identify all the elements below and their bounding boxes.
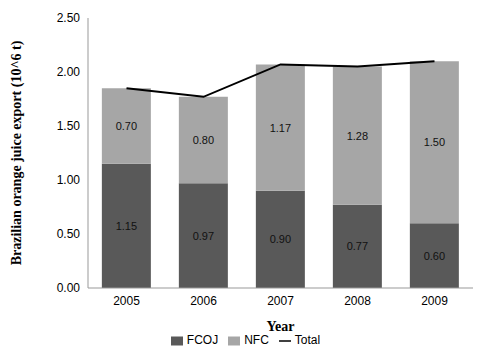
svg-text:0.80: 0.80: [193, 134, 214, 146]
svg-text:2006: 2006: [190, 294, 217, 308]
svg-text:2005: 2005: [113, 294, 140, 308]
svg-text:1.17: 1.17: [270, 122, 291, 134]
svg-text:2007: 2007: [267, 294, 294, 308]
svg-text:0.60: 0.60: [424, 250, 445, 262]
svg-text:1.50: 1.50: [57, 119, 81, 133]
svg-text:2.50: 2.50: [57, 11, 81, 25]
svg-text:2.00: 2.00: [57, 65, 81, 79]
html-text:NFC: NFC: [244, 333, 269, 347]
svg-text:Brazilian orange juice export: Brazilian orange juice export (10^6 t): [9, 40, 25, 265]
svg-text:0.50: 0.50: [57, 227, 81, 241]
html-text:Total: Total: [294, 333, 321, 347]
svg-text:2009: 2009: [421, 294, 448, 308]
svg-text:1.50: 1.50: [424, 136, 445, 148]
svg-text:Year: Year: [267, 319, 295, 334]
svg-text:2008: 2008: [344, 294, 371, 308]
html-text:FCOJ: FCOJ: [186, 333, 219, 347]
svg-text:0.00: 0.00: [57, 281, 81, 295]
svg-text:0.97: 0.97: [193, 230, 214, 242]
svg-text:0.90: 0.90: [270, 233, 291, 245]
svg-text:0.70: 0.70: [116, 120, 137, 132]
svg-text:0.77: 0.77: [347, 240, 368, 252]
svg-text:1.00: 1.00: [57, 173, 81, 187]
svg-text:1.28: 1.28: [347, 130, 368, 142]
svg-text:1.15: 1.15: [116, 220, 137, 232]
